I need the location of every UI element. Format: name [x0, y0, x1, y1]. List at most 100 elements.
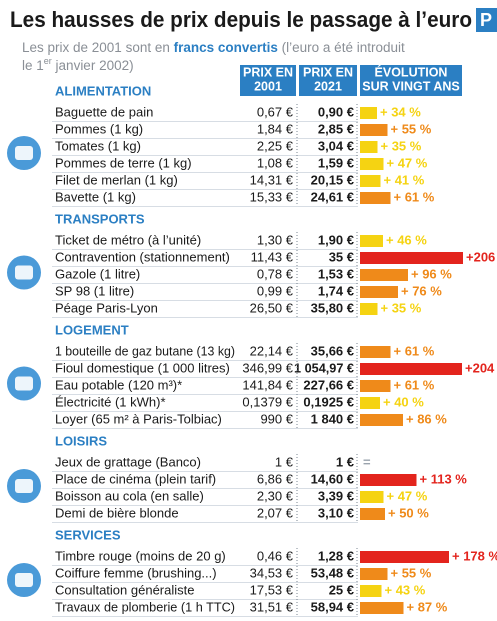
row-label: Boisson au cola (en salle) [55, 488, 204, 503]
change-label: + 61 % [394, 189, 435, 204]
price-2001: 990 € [260, 411, 293, 426]
price-2021: 0,90 € [318, 104, 354, 119]
section-icon-glyph [15, 146, 33, 160]
price-2001: 0,99 € [257, 283, 294, 298]
change-label: = [363, 454, 371, 469]
price-2021: 1,59 € [318, 155, 354, 170]
change-label: + 113 % [420, 471, 468, 486]
subtitle-sup: er [44, 56, 52, 66]
row-label: Péage Paris-Lyon [55, 300, 158, 315]
section-icon-glyph [15, 573, 33, 587]
change-bar [360, 380, 391, 392]
row-label: Timbre rouge (moins de 20 g) [55, 548, 226, 563]
change-bar [360, 235, 383, 247]
row-label: Fioul domestique (1 000 litres) [55, 360, 230, 375]
price-2021: 14,60 € [311, 471, 354, 486]
price-2001: 11,43 € [251, 249, 294, 264]
section-icon-glyph [15, 479, 33, 493]
price-2001: 34,53 € [250, 565, 294, 580]
price-2001: 1 € [275, 454, 294, 469]
change-label: + 178 % [452, 548, 497, 563]
price-2021: 3,39 € [318, 488, 354, 503]
logo: P [480, 10, 492, 30]
price-2021: 1,90 € [318, 232, 354, 247]
change-bar [360, 158, 384, 170]
change-bar [360, 141, 378, 153]
price-2021: 2,85 € [318, 121, 354, 136]
row-label: Gazole (1 litre) [55, 266, 140, 281]
section-icon-glyph [15, 265, 33, 280]
subtitle-part: (l’euro a été introduit [278, 40, 405, 55]
change-bar [360, 252, 463, 264]
subtitle-line: le 1er janvier 2002) [22, 56, 134, 72]
column-header: SUR VINGT ANS [362, 79, 459, 93]
change-label: + 96 % [411, 266, 452, 281]
change-bar [360, 491, 384, 503]
price-2001: 22,14 € [250, 343, 294, 358]
change-label: + 35 % [381, 300, 422, 315]
price-2021: 1,28 € [318, 548, 354, 563]
change-label: + 86 % [406, 411, 447, 426]
section-title: LOGEMENT [55, 322, 129, 337]
price-2001: 0,67 € [257, 104, 294, 119]
change-label: + 34 % [380, 104, 421, 119]
column-header-box [240, 65, 296, 96]
change-bar [360, 124, 388, 136]
price-2001: 0,46 € [257, 548, 294, 563]
price-2021: 227,66 € [303, 377, 354, 392]
title: Les hausses de prix depuis le passage à … [10, 7, 472, 32]
price-2001: 2,30 € [257, 488, 294, 503]
subtitle-part: janvier 2002) [52, 58, 134, 73]
price-2001: 15,33 € [250, 189, 294, 204]
change-bar [360, 363, 462, 375]
change-label: + 76 % [401, 283, 442, 298]
change-bar [360, 397, 380, 409]
price-2021: 20,15 € [311, 172, 354, 187]
change-bar [360, 568, 388, 580]
change-bar [360, 508, 385, 520]
row-label: Filet de merlan (1 kg) [55, 172, 178, 187]
subtitle-part: le 1 [22, 58, 44, 73]
change-label: + 35 % [381, 138, 422, 153]
row-label: 1 bouteille de gaz butane (13 kg) [55, 343, 235, 358]
change-label: +206 [466, 249, 495, 264]
column-header: PRIX EN [303, 65, 353, 79]
price-2001: 2,07 € [257, 505, 294, 520]
row-label: Tomates (1 kg) [55, 138, 141, 153]
change-bar [360, 551, 449, 563]
price-2001: 0,1379 € [242, 394, 293, 409]
price-2001: 14,31 € [250, 172, 294, 187]
column-header: PRIX EN [243, 65, 293, 79]
change-bar [360, 602, 404, 614]
price-2021: 25 € [329, 582, 354, 597]
change-label: + 55 % [391, 121, 432, 136]
price-2001: 141,84 € [242, 377, 293, 392]
row-label: Électricité (1 kWh)* [55, 394, 166, 409]
price-2001: 17,53 € [250, 582, 294, 597]
change-label: +204 [465, 360, 495, 375]
change-label: + 55 % [391, 565, 432, 580]
subtitle-bold: francs convertis [174, 40, 278, 55]
price-2021: 35,80 € [311, 300, 354, 315]
change-label: + 47 % [387, 155, 428, 170]
column-header: 2001 [254, 79, 282, 93]
row-label: SP 98 (1 litre) [55, 283, 134, 298]
row-label: Loyer (65 m² à Paris-Tolbiac) [55, 411, 222, 426]
subtitle-part: Les prix de 2001 sont en [22, 40, 174, 55]
change-bar [360, 175, 381, 187]
row-label: Ticket de métro (à l’unité) [55, 232, 201, 247]
change-bar [360, 303, 378, 315]
row-label: Pommes (1 kg) [55, 121, 143, 136]
price-2021: 58,94 € [311, 599, 354, 614]
column-header-box [299, 65, 357, 96]
price-2001: 6,86 € [257, 471, 294, 486]
change-bar [360, 286, 398, 298]
change-bar [360, 192, 391, 204]
row-label: Place de cinéma (plein tarif) [55, 471, 216, 486]
price-2021: 0,1925 € [303, 394, 354, 409]
price-2021: 3,04 € [318, 138, 354, 153]
row-label: Bavette (1 kg) [55, 189, 136, 204]
price-2021: 1,53 € [318, 266, 354, 281]
section-icon-glyph [15, 376, 33, 391]
